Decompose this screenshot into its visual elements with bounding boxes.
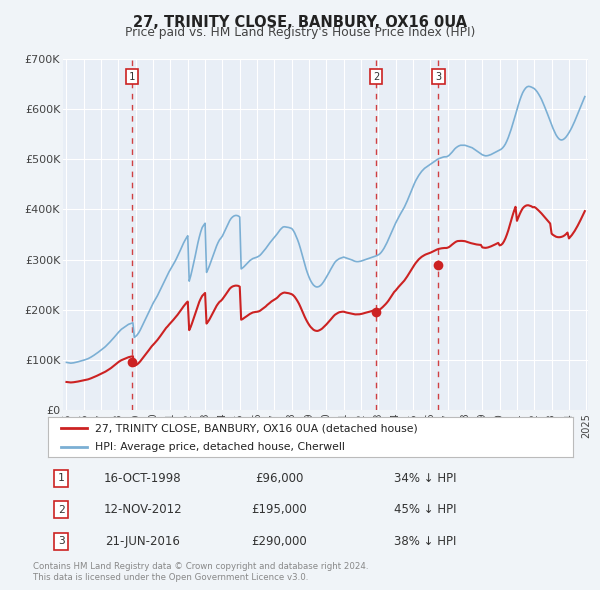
Text: 3: 3: [58, 536, 65, 546]
Text: 2: 2: [373, 71, 379, 81]
Text: 12-NOV-2012: 12-NOV-2012: [103, 503, 182, 516]
Text: 1: 1: [58, 473, 65, 483]
Text: 3: 3: [436, 71, 442, 81]
Text: 1: 1: [129, 71, 135, 81]
Text: 21-JUN-2016: 21-JUN-2016: [105, 535, 180, 548]
Text: 16-OCT-1998: 16-OCT-1998: [104, 472, 181, 485]
Text: £195,000: £195,000: [251, 503, 307, 516]
Text: 38% ↓ HPI: 38% ↓ HPI: [395, 535, 457, 548]
Text: 27, TRINITY CLOSE, BANBURY, OX16 0UA (detached house): 27, TRINITY CLOSE, BANBURY, OX16 0UA (de…: [95, 424, 418, 434]
Text: 45% ↓ HPI: 45% ↓ HPI: [395, 503, 457, 516]
Text: £290,000: £290,000: [251, 535, 307, 548]
Text: Price paid vs. HM Land Registry's House Price Index (HPI): Price paid vs. HM Land Registry's House …: [125, 26, 475, 39]
Text: £96,000: £96,000: [255, 472, 303, 485]
Text: Contains HM Land Registry data © Crown copyright and database right 2024.
This d: Contains HM Land Registry data © Crown c…: [33, 562, 368, 582]
Text: 2: 2: [58, 505, 65, 514]
Text: 34% ↓ HPI: 34% ↓ HPI: [395, 472, 457, 485]
Text: HPI: Average price, detached house, Cherwell: HPI: Average price, detached house, Cher…: [95, 442, 345, 452]
Text: 27, TRINITY CLOSE, BANBURY, OX16 0UA: 27, TRINITY CLOSE, BANBURY, OX16 0UA: [133, 15, 467, 30]
